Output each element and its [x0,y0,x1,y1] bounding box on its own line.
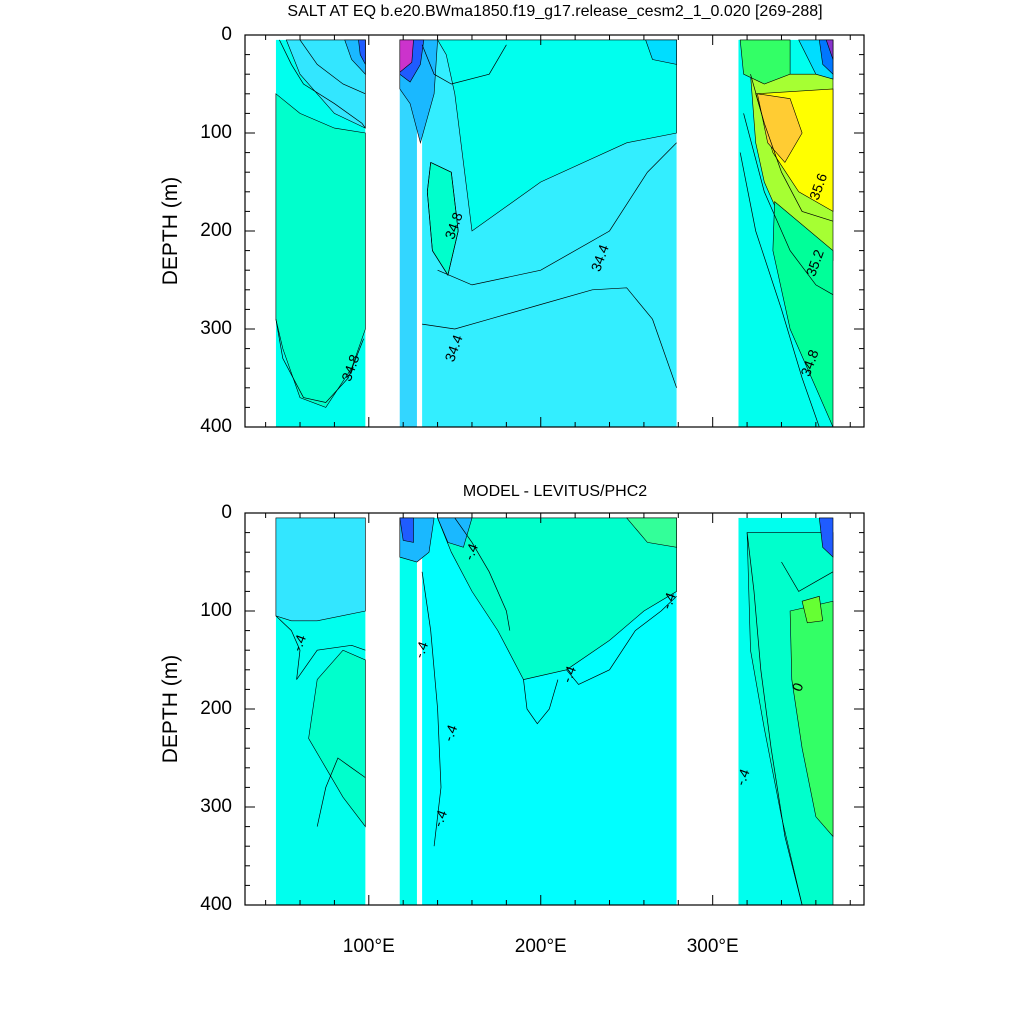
y-tick-label: 100 [200,600,232,621]
x-tick-label: 200°E [515,936,567,957]
contour-region [789,600,834,838]
y-tick-label: 0 [221,24,232,45]
contour-region [757,93,803,163]
plot-area: -.4-.4-.4-.4-.4-.4-.40-.4 [275,517,834,905]
contour-region [275,517,366,622]
contour-label: -.4 [411,639,432,660]
contour-label: -.4 [658,590,679,611]
bottom-y-axis-label: DEPTH (m) [159,655,182,764]
y-tick-label: 200 [200,220,232,241]
x-tick-label: 100°E [343,936,395,957]
y-tick-label: 300 [200,318,232,339]
y-tick-label: 100 [200,122,232,143]
contour-line [426,162,459,276]
contour-line [739,152,820,427]
contour-region [801,595,824,624]
contour-region [772,200,834,427]
y-tick-label: 400 [200,416,232,437]
contour-line [299,39,366,95]
top-y-axis-label: DEPTH (m) [159,177,182,286]
bottom-panel-title: MODEL - LEVITUS/PHC2 [463,483,647,500]
top-panel-title: SALT AT EQ b.e20.BWma1850.f19_g17.releas… [287,3,822,20]
contour-region [399,39,414,73]
salinity-section-panel: SALT AT EQ b.e20.BWma1850.f19_g17.releas… [159,3,865,437]
contour-line [781,561,834,592]
contour-line [316,757,366,827]
contour-label: -.4 [289,632,310,653]
contour-label: -.4 [460,541,481,562]
difference-section-panel: MODEL - LEVITUS/PHC2 DEPTH (m) -.4 -.4 -.4… [159,483,865,957]
contour-line [454,517,511,631]
ocean-basin-fill [399,517,417,905]
contour-label: -.4 [732,767,753,788]
contour-line [750,74,834,222]
contour-line [422,287,677,388]
y-tick-label: 0 [221,502,232,523]
x-tick-label: 300°E [687,936,739,957]
contour-line [523,679,559,725]
contour-region [437,39,677,232]
contour-region [308,649,366,828]
contour-line [421,44,507,85]
contour-region [437,517,473,548]
plot-area: 34.834.834.434.435.635.234.8 [275,39,834,427]
contour-line [566,596,677,685]
contour-line [275,615,301,680]
contour-line [746,532,803,905]
contour-region [626,517,677,548]
contour-region [645,39,677,65]
contour-region [358,39,366,65]
contour-line [296,644,366,680]
contour-region [818,517,834,558]
ocean-basin-fill [399,39,417,427]
contour-line [437,142,677,286]
y-tick-label: 200 [200,698,232,719]
contour-label: -.4 [558,664,579,685]
contour-region [825,39,834,60]
contour-label: -.4 [429,808,450,829]
contour-line [743,113,834,296]
contour-line [279,39,366,129]
y-tick-label: 300 [200,796,232,817]
contour-label: -.4 [440,722,461,743]
y-tick-label: 400 [200,894,232,915]
contour-line [275,319,364,403]
contour-line [421,571,442,847]
contour-region [275,93,366,408]
contour-region [399,517,414,543]
